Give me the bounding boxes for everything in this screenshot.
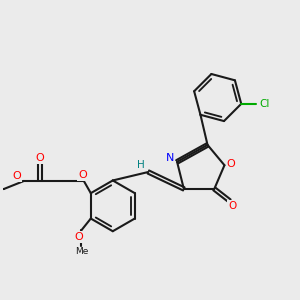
Text: H: H xyxy=(137,160,145,170)
Text: O: O xyxy=(227,158,236,169)
Text: Cl: Cl xyxy=(260,99,270,109)
Text: O: O xyxy=(78,170,87,180)
Text: O: O xyxy=(228,201,236,211)
Text: N: N xyxy=(165,154,174,164)
Text: O: O xyxy=(13,171,21,181)
Text: O: O xyxy=(74,232,83,242)
Text: Me: Me xyxy=(75,247,88,256)
Text: O: O xyxy=(35,153,44,163)
